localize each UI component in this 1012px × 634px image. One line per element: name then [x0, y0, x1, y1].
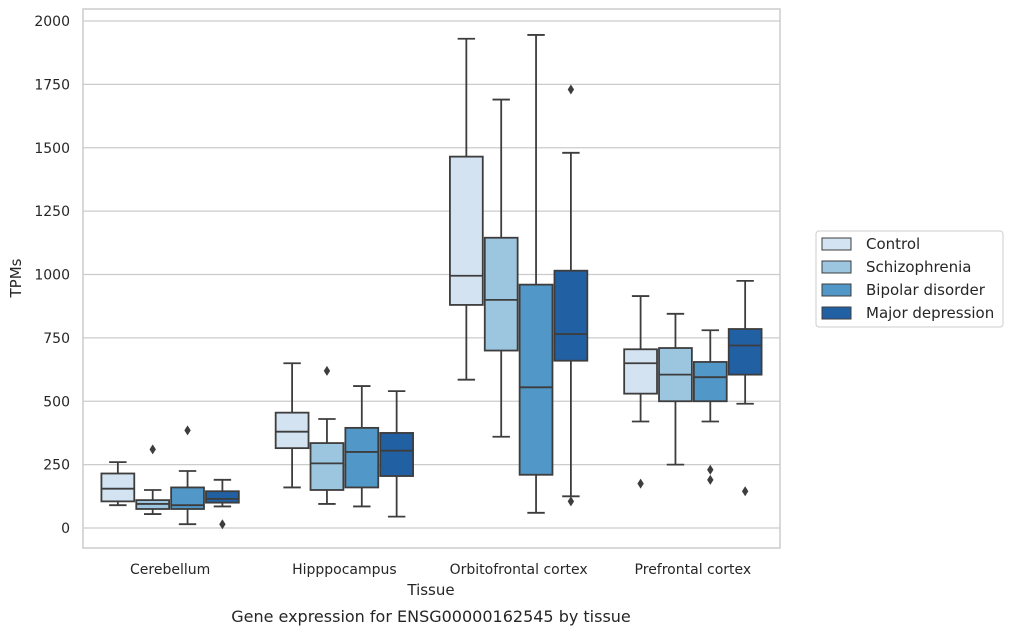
outlier-point	[637, 478, 644, 489]
legend-frame	[815, 230, 1004, 328]
legend-entry-label: Bipolar disorder	[866, 281, 986, 299]
y-tick-label: 1250	[34, 204, 70, 220]
box-iqr	[449, 155, 484, 306]
box-schizophrenia	[658, 312, 693, 466]
box-iqr	[170, 486, 205, 510]
box-iqr	[100, 472, 136, 503]
box-schizophrenia	[309, 365, 345, 505]
x-tick-label: Prefrontal cortex	[635, 562, 752, 578]
chart-caption: Gene expression for ENSG00000162545 by t…	[231, 607, 631, 626]
box-iqr	[553, 269, 589, 362]
box-iqr	[727, 328, 763, 376]
legend-swatch	[821, 260, 852, 274]
y-tick-label: 500	[43, 394, 70, 410]
box-iqr	[274, 411, 310, 450]
x-tick-labels: Cerebellum Hipppocampus Orbitofrontal cort…	[130, 562, 751, 578]
box-control	[100, 461, 136, 507]
y-tick-label: 1000	[34, 268, 70, 284]
box-series	[100, 34, 763, 530]
outlier-point	[567, 84, 575, 95]
outlier-point	[707, 474, 714, 485]
y-tick-label: 1500	[34, 141, 70, 157]
box-iqr	[623, 348, 658, 395]
y-tick-labels: 0 250 500 750 1000 1250 1500 1750 2000	[34, 14, 70, 537]
y-tick-label: 2000	[34, 14, 70, 30]
box-iqr	[692, 361, 728, 403]
legend-entry-label: Schizophrenia	[866, 258, 971, 276]
box-iqr	[309, 442, 345, 491]
x-tick-label: Hipppocampus	[292, 562, 397, 578]
box-iqr	[205, 490, 240, 504]
box-bipolar-disorder	[170, 425, 205, 526]
box-schizophrenia	[135, 444, 171, 515]
outlier-point	[184, 425, 191, 436]
outlier-point	[567, 496, 575, 507]
plot-frame	[82, 8, 781, 549]
y-axis-label: TPMs	[7, 258, 25, 298]
box-major-depression	[553, 84, 589, 507]
box-bipolar-disorder	[344, 385, 380, 508]
box-control	[449, 37, 484, 381]
outlier-point	[323, 365, 331, 376]
x-axis-label: Tissue	[406, 581, 454, 599]
box-bipolar-disorder	[518, 34, 554, 514]
y-tick-label: 750	[43, 331, 70, 347]
box-major-depression	[205, 478, 240, 530]
legend-swatch	[821, 306, 852, 320]
outlier-point	[707, 464, 714, 475]
box-iqr	[483, 236, 519, 352]
legend-entry-label: Control	[866, 235, 920, 253]
box-major-depression	[727, 279, 763, 497]
x-tick-label: Orbitofrontal cortex	[450, 562, 588, 578]
box-iqr	[344, 426, 380, 489]
y-tick-label: 1750	[34, 77, 70, 93]
y-gridlines	[83, 20, 780, 529]
box-schizophrenia	[483, 98, 519, 438]
y-tick-label: 0	[61, 521, 70, 537]
box-iqr	[518, 283, 554, 476]
box-bipolar-disorder	[692, 329, 728, 485]
outlier-point	[741, 486, 749, 497]
y-tick-label: 250	[43, 458, 70, 474]
legend-swatch	[821, 283, 852, 297]
legend-swatch	[821, 237, 852, 251]
box-control	[274, 362, 310, 489]
outlier-point	[149, 444, 156, 455]
outlier-point	[219, 519, 226, 530]
box-iqr	[379, 432, 414, 477]
x-tick-label: Cerebellum	[130, 562, 210, 578]
legend: Control Schizophrenia Bipolar disorder Majo…	[815, 230, 1004, 328]
box-control	[623, 295, 658, 489]
legend-entry-label: Major depression	[866, 304, 994, 322]
box-major-depression	[379, 390, 414, 518]
